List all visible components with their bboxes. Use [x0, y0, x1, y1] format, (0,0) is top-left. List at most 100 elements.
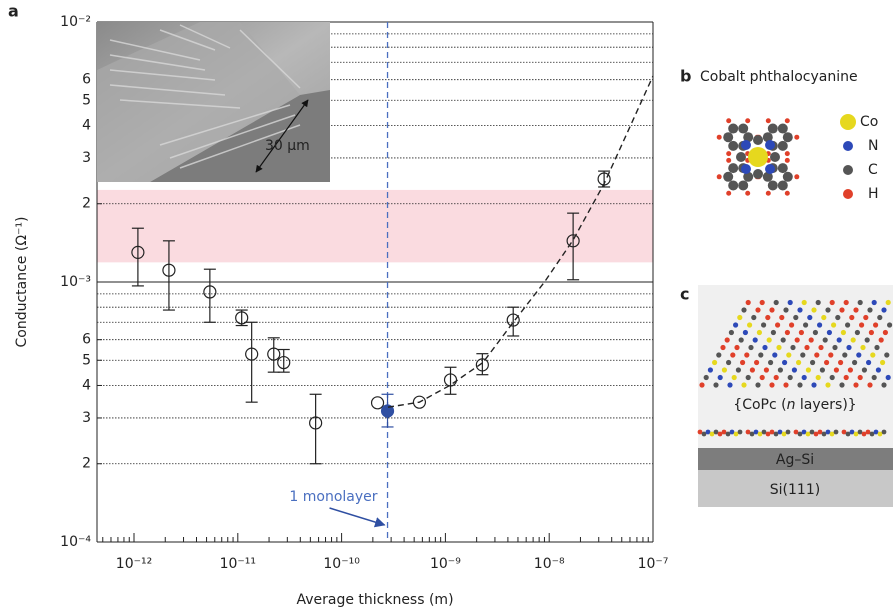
y-tick-label: 6	[82, 332, 91, 348]
layer-label: {CoPc (n layers)}	[733, 397, 856, 413]
molecule-dot	[828, 352, 833, 357]
atom	[770, 152, 780, 162]
atom	[794, 135, 799, 140]
molecule-dot	[767, 337, 772, 342]
data-point	[163, 264, 175, 276]
atom	[768, 180, 778, 190]
layer-label-part: layers)}	[795, 397, 856, 413]
shaded-band	[97, 190, 653, 262]
data-point	[246, 348, 258, 360]
y-tick-label: 10⁻²	[60, 14, 91, 30]
molecule-dot	[866, 360, 871, 365]
molecule-dot	[743, 330, 748, 335]
atom	[726, 158, 731, 163]
molecule-dot	[806, 367, 811, 372]
molecule-dot	[879, 337, 884, 342]
atom	[717, 135, 722, 140]
molecule-dot	[810, 360, 815, 365]
layer-image: {CoPc (n layers)} Ag–Si Si(111)	[698, 285, 893, 507]
x-axis-label: Average thickness (m)	[296, 592, 453, 608]
molecule-dot	[741, 307, 746, 312]
layer-label: Ag–Si	[776, 452, 814, 468]
scale-label: 30 µm	[265, 138, 310, 154]
molecule-dot	[834, 430, 839, 435]
molecule-dot	[830, 300, 835, 305]
molecule-dot	[713, 382, 718, 387]
molecule-dot	[786, 430, 791, 435]
molecule-dot	[831, 322, 836, 327]
molecule-dot	[884, 352, 889, 357]
legend-label: N	[868, 138, 878, 154]
molecule-dot	[727, 382, 732, 387]
atom	[778, 180, 788, 190]
molecule-dot	[881, 307, 886, 312]
molecule-dot	[860, 345, 865, 350]
molecule-dot	[865, 337, 870, 342]
molecule-dot	[738, 430, 743, 435]
molecule-dot	[858, 375, 863, 380]
molecule-dot	[708, 367, 713, 372]
molecule-dot	[873, 322, 878, 327]
molecule-dot	[882, 430, 887, 435]
molecule-dot	[856, 352, 861, 357]
molecule-dot	[790, 345, 795, 350]
molecule-dot	[789, 322, 794, 327]
atom	[741, 164, 751, 174]
molecule-dot	[867, 382, 872, 387]
molecule-dot	[754, 360, 759, 365]
molecule-dot	[751, 315, 756, 320]
molecule-dot	[760, 300, 765, 305]
x-tick-label: 10⁻¹²	[116, 556, 152, 572]
atom	[745, 118, 750, 123]
molecule-dot	[740, 360, 745, 365]
molecule-dot	[764, 367, 769, 372]
molecule-dot	[737, 315, 742, 320]
atom	[728, 124, 738, 134]
layer-label: Si(111)	[770, 482, 820, 498]
molecule-dot	[877, 315, 882, 320]
atom	[766, 191, 771, 196]
molecule-dot	[813, 330, 818, 335]
molecule-dot	[699, 382, 704, 387]
molecule-dot	[704, 375, 709, 380]
molecule-dot	[832, 345, 837, 350]
panel-label: a	[8, 2, 19, 21]
legend-swatch	[843, 141, 853, 151]
molecule-dot	[765, 315, 770, 320]
y-tick-label: 6	[82, 72, 91, 88]
molecule-dot	[834, 367, 839, 372]
molecule-dot	[750, 367, 755, 372]
molecule-dot	[755, 307, 760, 312]
molecule-dot	[848, 367, 853, 372]
atom	[736, 152, 746, 162]
molecule-dot	[796, 360, 801, 365]
molecule-dot	[874, 345, 879, 350]
molecule-dot	[781, 337, 786, 342]
atom	[783, 172, 793, 182]
atom	[748, 147, 768, 167]
y-tick-label: 2	[82, 196, 91, 212]
molecule-dot	[716, 352, 721, 357]
molecule-dot	[760, 375, 765, 380]
molecule-dot	[846, 345, 851, 350]
molecule-dot	[725, 337, 730, 342]
molecule-dot	[792, 367, 797, 372]
data-point	[132, 246, 144, 258]
molecule-dot	[783, 382, 788, 387]
molecule-dot	[733, 322, 738, 327]
legend-swatch	[843, 165, 853, 175]
legend-label: Co	[860, 114, 878, 130]
atom	[726, 151, 731, 156]
data-point	[476, 359, 488, 371]
molecule-dot	[732, 375, 737, 380]
molecule-dot	[734, 345, 739, 350]
molecule-dot	[776, 345, 781, 350]
molecule-dot	[825, 307, 830, 312]
y-tick-label: 3	[82, 410, 91, 426]
data-point	[310, 417, 322, 429]
molecule-dot	[746, 300, 751, 305]
atom	[745, 191, 750, 196]
molecule-dot	[824, 360, 829, 365]
molecule-dot	[842, 352, 847, 357]
x-tick-label: 10⁻⁹	[430, 556, 461, 572]
